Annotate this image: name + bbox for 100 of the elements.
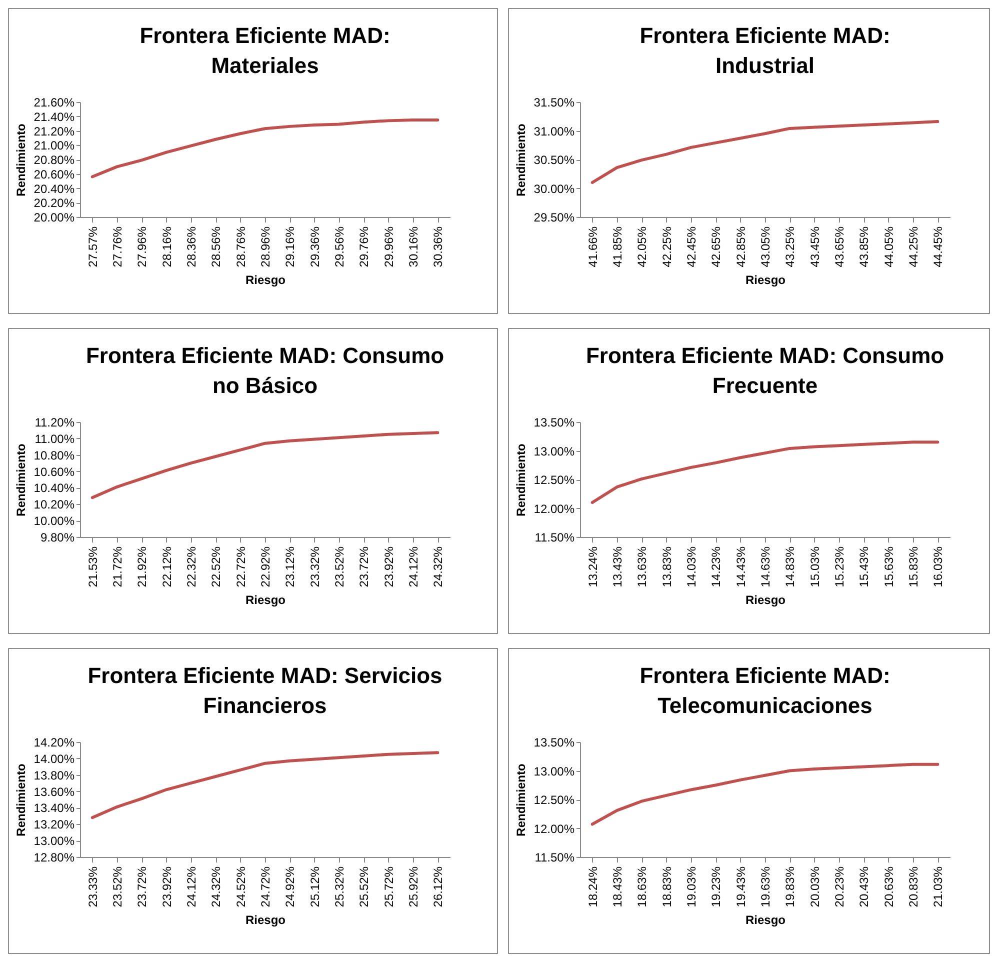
x-tick-label: 15.63% — [882, 546, 896, 588]
x-axis-title: Riesgo — [245, 273, 286, 288]
y-tick-label: 13.00% — [534, 764, 575, 778]
x-tick-label: 22.12% — [160, 546, 174, 588]
x-tick-label: 23.52% — [110, 866, 124, 908]
x-tick-label: 29.76% — [357, 226, 372, 268]
x-tick-label: 24.52% — [234, 866, 248, 908]
y-tick-label: 20.20% — [34, 196, 75, 210]
x-tick-label: 24.12% — [184, 866, 198, 908]
y-tick-label: 30.00% — [534, 182, 575, 196]
y-tick-label: 13.50% — [534, 416, 575, 430]
y-tick-label: 10.60% — [34, 464, 75, 479]
x-tick-label: 21.53% — [86, 546, 100, 588]
x-tick-label: 20.43% — [857, 866, 872, 908]
y-tick-label: 20.40% — [34, 182, 75, 196]
y-tick-label: 12.00% — [534, 822, 575, 836]
line-series — [590, 762, 940, 826]
x-tick-label: 42.85% — [734, 226, 748, 268]
x-axis-title: Riesgo — [745, 273, 786, 288]
x-tick-label: 21.03% — [931, 866, 946, 908]
y-tick-label: 14.20% — [34, 736, 75, 750]
x-tick-label: 22.72% — [234, 546, 248, 588]
chart-title: Frontera Eficiente MAD: Materiales — [140, 23, 390, 78]
chart-title: Frontera Eficiente MAD: Consumo Frecuente — [586, 343, 944, 398]
x-tick-label: 43.45% — [808, 226, 822, 268]
line-series — [90, 751, 440, 820]
x-tick-label: 28.36% — [184, 226, 198, 268]
y-axis-title: Rendimiento — [514, 764, 528, 836]
y-axis-title: Rendimiento — [14, 124, 28, 196]
x-tick-label: 23.32% — [308, 546, 322, 588]
x-tick-label: 16.03% — [931, 546, 946, 588]
x-tick-label: 23.52% — [332, 546, 346, 588]
x-tick-label: 15.03% — [808, 546, 822, 588]
x-tick-label: 28.56% — [209, 226, 224, 268]
x-tick-label: 22.52% — [209, 546, 224, 588]
x-tick-label: 19.83% — [783, 866, 798, 908]
y-tick-label: 13.60% — [34, 784, 75, 799]
y-tick-label: 21.00% — [34, 138, 75, 153]
x-tick-label: 18.83% — [660, 866, 674, 908]
y-tick-label: 20.00% — [34, 210, 75, 224]
chart-title: Frontera Eficiente MAD: Telecomunicaciones — [640, 663, 890, 718]
x-axis-title: Riesgo — [745, 913, 786, 928]
x-tick-label: 42.65% — [709, 226, 724, 268]
x-tick-label: 19.03% — [684, 866, 698, 908]
x-tick-label: 24.92% — [283, 866, 298, 908]
x-tick-label: 25.12% — [308, 866, 322, 908]
x-tick-label: 23.92% — [160, 866, 174, 908]
x-tick-label: 23.92% — [382, 546, 396, 588]
x-tick-label: 26.12% — [431, 866, 446, 908]
x-tick-label: 27.96% — [135, 226, 150, 268]
x-tick-label: 22.92% — [258, 546, 272, 588]
x-tick-label: 25.92% — [406, 866, 420, 908]
chart-title: Frontera Eficiente MAD: Servicios Financieros — [88, 663, 442, 718]
x-tick-label: 19.43% — [734, 866, 748, 908]
x-tick-label: 15.23% — [832, 546, 846, 588]
x-tick-label: 24.72% — [258, 866, 272, 908]
x-tick-label: 43.05% — [758, 226, 772, 268]
y-tick-label: 11.50% — [534, 850, 575, 864]
x-tick-label: 30.16% — [406, 226, 420, 268]
x-tick-label: 27.57% — [86, 226, 100, 268]
x-tick-label: 28.16% — [160, 226, 174, 268]
y-tick-label: 21.20% — [34, 124, 75, 138]
y-tick-label: 14.00% — [34, 752, 75, 766]
x-tick-label: 18.24% — [586, 866, 600, 908]
y-tick-label: 12.50% — [534, 793, 575, 807]
x-tick-label: 42.45% — [684, 226, 698, 268]
x-tick-label: 14.43% — [734, 546, 748, 588]
y-tick-label: 21.60% — [34, 96, 75, 110]
x-tick-label: 28.96% — [258, 226, 272, 268]
y-tick-label: 12.00% — [534, 502, 575, 516]
x-tick-label: 14.63% — [758, 546, 772, 588]
chart-title: Frontera Eficiente MAD: Industrial — [640, 23, 890, 78]
x-tick-label: 29.96% — [382, 226, 396, 268]
x-tick-label: 29.56% — [332, 226, 346, 268]
y-tick-label: 29.50% — [534, 210, 575, 224]
x-tick-label: 15.43% — [857, 546, 872, 588]
x-tick-label: 18.43% — [610, 866, 624, 908]
x-tick-label: 22.32% — [184, 546, 198, 588]
x-tick-label: 14.83% — [783, 546, 798, 588]
x-tick-label: 25.72% — [382, 866, 396, 908]
x-tick-label: 20.83% — [906, 866, 920, 908]
line-series — [590, 440, 940, 504]
x-axis-title: Riesgo — [245, 593, 286, 608]
x-tick-label: 13.24% — [586, 546, 600, 588]
y-tick-label: 12.50% — [534, 473, 575, 487]
y-tick-label: 11.00% — [34, 432, 75, 446]
x-tick-label: 30.36% — [431, 226, 446, 268]
line-series — [590, 120, 940, 184]
x-tick-label: 43.65% — [832, 226, 846, 268]
y-axis-title: Rendimiento — [14, 764, 28, 836]
y-tick-label: 13.50% — [534, 736, 575, 750]
x-tick-label: 21.92% — [135, 546, 150, 588]
x-tick-label: 25.52% — [357, 866, 372, 908]
x-tick-label: 20.63% — [882, 866, 896, 908]
x-tick-label: 23.72% — [135, 866, 150, 908]
y-tick-label: 10.80% — [34, 448, 75, 462]
x-tick-label: 23.33% — [86, 866, 100, 908]
x-tick-label: 44.05% — [882, 226, 896, 268]
x-tick-label: 41.85% — [610, 226, 624, 268]
x-tick-label: 20.23% — [832, 866, 846, 908]
